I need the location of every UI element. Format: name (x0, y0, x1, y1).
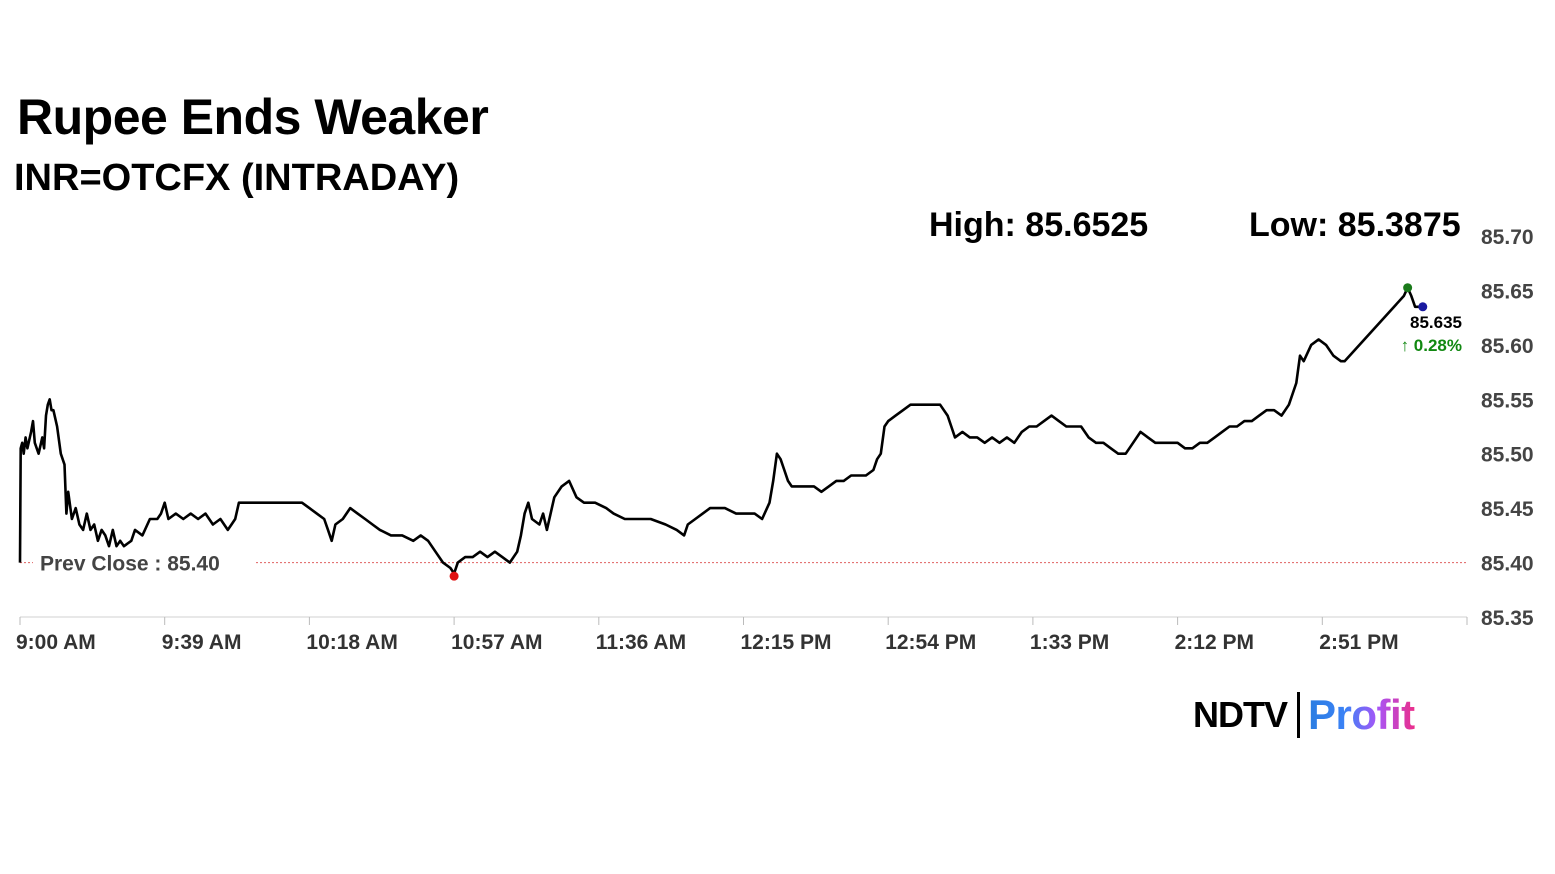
y-tick-label: 85.65 (1481, 280, 1534, 303)
x-tick-label: 9:39 AM (162, 631, 242, 654)
y-tick-label: 85.70 (1481, 226, 1534, 249)
last-change-label: ↑ 0.28% (1401, 336, 1462, 355)
prev-close-label-bg (33, 550, 255, 575)
y-tick-label: 85.40 (1481, 553, 1534, 576)
chart-subtitle: INR=OTCFX (INTRADAY) (14, 157, 460, 199)
x-tick-label: 2:51 PM (1319, 631, 1398, 654)
x-tick-label: 2:12 PM (1175, 631, 1254, 654)
low-value-text: Low: 85.3875 (1249, 206, 1461, 244)
high-marker (1403, 283, 1413, 293)
y-tick-label: 85.55 (1481, 389, 1534, 412)
y-tick-label: 85.35 (1481, 607, 1534, 630)
price-series-line (18, 286, 1419, 575)
last-price-marker (1418, 302, 1428, 312)
ndtv-profit-logo: NDTV Profit (1193, 690, 1415, 740)
high-value-text: High: 85.6525 (929, 206, 1149, 244)
logo-profit-text: Profit (1308, 691, 1415, 738)
x-tick-label: 9:00 AM (16, 631, 96, 654)
x-tick-label: 12:15 PM (741, 631, 832, 654)
x-tick-label: 1:33 PM (1030, 631, 1109, 654)
y-tick-label: 85.45 (1481, 498, 1534, 521)
last-price-label: 85.635 (1410, 313, 1462, 332)
x-tick-label: 11:36 AM (596, 631, 686, 654)
x-tick-label: 10:57 AM (451, 631, 542, 654)
prev-close-label: Prev Close : 85.40 (40, 553, 220, 576)
y-tick-label: 85.50 (1481, 444, 1534, 467)
logo-separator (1297, 692, 1300, 738)
y-tick-label: 85.60 (1481, 335, 1534, 358)
low-marker (449, 571, 459, 581)
x-tick-label: 10:18 AM (306, 631, 397, 654)
axis-layer: 85.70 85.65 85.60 85.55 85.50 85.45 85.40 85.35… (16, 226, 1534, 654)
x-tick-label: 12:54 PM (885, 631, 976, 654)
logo-ndtv-text: NDTV (1193, 694, 1288, 735)
chart-title: Rupee Ends Weaker (17, 89, 489, 145)
